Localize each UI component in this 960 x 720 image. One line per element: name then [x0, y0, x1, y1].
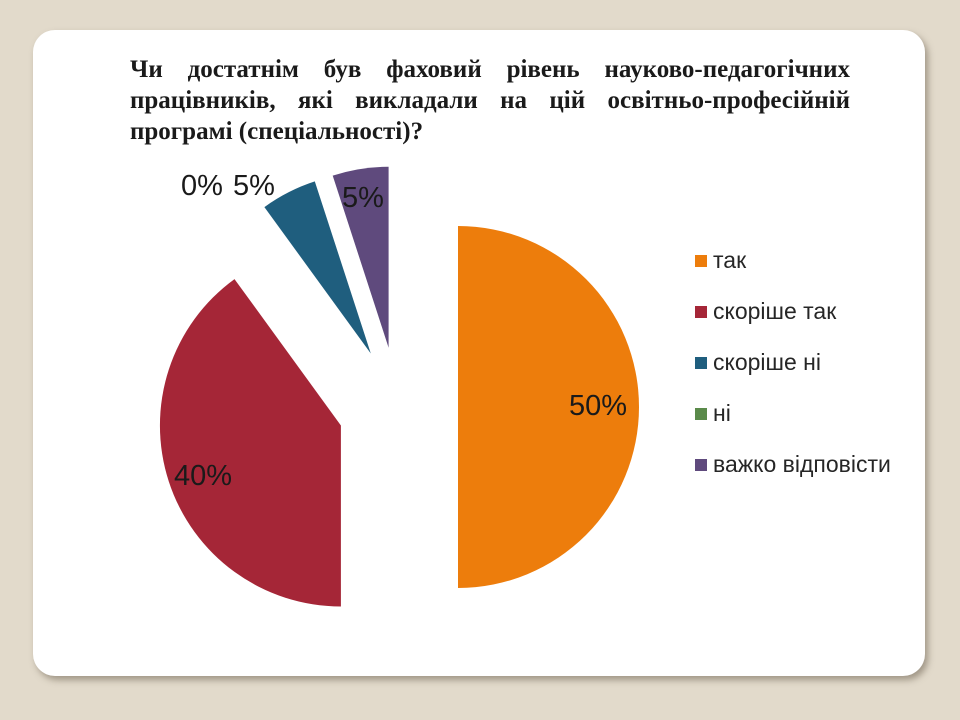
- legend-label: ні: [713, 400, 731, 426]
- chart-title: Чи достатнім був фаховий рівень науково-…: [130, 56, 850, 145]
- legend-item-2: скоріше ні: [695, 351, 891, 374]
- legend-marker-icon: [695, 458, 707, 471]
- legend-marker-icon: [695, 407, 707, 420]
- legend-item-3: ні: [695, 402, 891, 425]
- legend-label: важко відповісти: [713, 451, 891, 477]
- legend-item-1: скоріше так: [695, 300, 891, 323]
- legend-label: скоріше так: [713, 298, 837, 324]
- legend-marker-icon: [695, 356, 707, 369]
- legend-item-4: важко відповісти: [695, 453, 891, 476]
- legend-label: так: [713, 247, 747, 273]
- legend-item-0: так: [695, 249, 891, 272]
- chart-legend: так скоріше так скоріше ні ні важко відповіс…: [695, 249, 891, 476]
- legend-marker-icon: [695, 254, 707, 267]
- legend-label: скоріше ні: [713, 349, 821, 375]
- legend-marker-icon: [695, 305, 707, 318]
